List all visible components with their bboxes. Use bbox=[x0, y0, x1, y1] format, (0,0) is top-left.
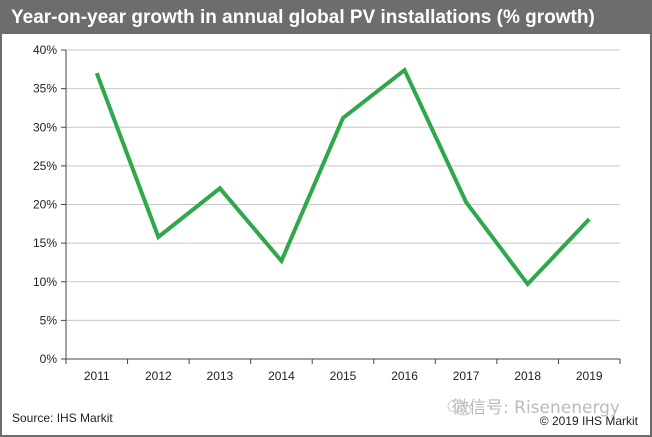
y-tick-label: 10% bbox=[33, 275, 57, 289]
y-tick-label: 40% bbox=[33, 43, 57, 57]
y-tick-label: 15% bbox=[33, 236, 57, 250]
x-tick-label: 2013 bbox=[207, 369, 234, 383]
x-tick-label: 2014 bbox=[268, 369, 295, 383]
y-tick-label: 5% bbox=[40, 313, 58, 327]
watermark: 微信号: Risenenergy bbox=[452, 398, 620, 418]
x-tick-label: 2018 bbox=[514, 369, 541, 383]
y-tick-label: 25% bbox=[33, 159, 57, 173]
data-line bbox=[94, 66, 591, 288]
chart-title: Year-on-year growth in annual global PV … bbox=[2, 2, 650, 34]
x-tick-label: 2012 bbox=[145, 369, 172, 383]
y-tick-label: 0% bbox=[40, 352, 58, 366]
copyright-note: © 2019 IHS Markit bbox=[539, 414, 638, 428]
wechat-icon bbox=[447, 399, 472, 416]
x-tick-label: 2015 bbox=[330, 369, 357, 383]
x-tick-label: 2016 bbox=[391, 369, 418, 383]
y-tick-label: 35% bbox=[33, 82, 57, 96]
y-tick-label: 20% bbox=[33, 198, 57, 212]
x-tick-label: 2011 bbox=[84, 369, 110, 383]
y-tick-label: 30% bbox=[33, 120, 57, 134]
source-note: Source: IHS Markit bbox=[12, 411, 113, 425]
x-tick-label: 2017 bbox=[453, 369, 480, 383]
x-tick-label: 2019 bbox=[576, 369, 603, 383]
